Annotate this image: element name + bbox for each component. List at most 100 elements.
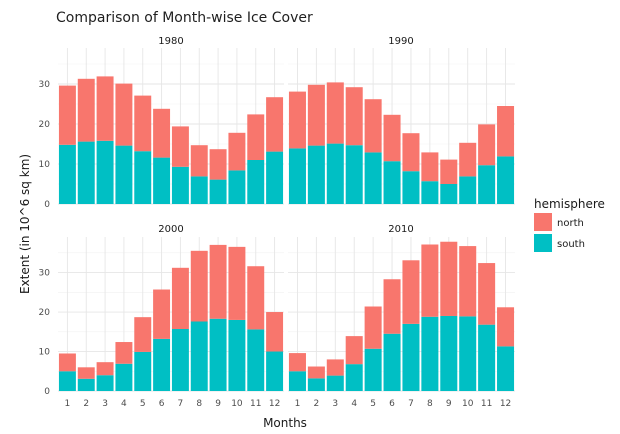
x-tick-label: 12 xyxy=(500,399,511,409)
legend-key-north xyxy=(534,213,552,231)
bar-north-2000-10 xyxy=(228,246,246,320)
x-tick-label: 10 xyxy=(231,399,243,409)
x-tick-label: 2 xyxy=(83,399,89,409)
bar-north-2000-2 xyxy=(77,367,95,379)
bar-south-1990-9 xyxy=(440,184,458,204)
bar-south-1990-12 xyxy=(497,156,515,204)
x-tick-label: 9 xyxy=(215,399,221,409)
bar-north-1990-5 xyxy=(364,99,382,153)
bar-south-1980-12 xyxy=(266,151,284,204)
bar-south-1980-2 xyxy=(77,141,95,204)
bar-south-2000-7 xyxy=(171,329,189,391)
bar-south-2000-6 xyxy=(153,338,171,391)
panel-background xyxy=(58,48,284,204)
bar-north-2010-6 xyxy=(383,279,401,334)
bar-south-2000-12 xyxy=(266,351,284,391)
bar-north-1990-9 xyxy=(440,159,458,184)
bar-south-2010-2 xyxy=(307,378,325,391)
bar-south-2010-5 xyxy=(364,348,382,391)
bar-south-1980-7 xyxy=(171,166,189,204)
bar-north-2010-8 xyxy=(421,244,439,317)
bar-south-1990-2 xyxy=(307,145,325,204)
bar-north-1980-3 xyxy=(96,76,114,141)
bar-south-2000-3 xyxy=(96,375,114,391)
y-tick-label: 30 xyxy=(39,269,51,279)
bar-north-1990-4 xyxy=(345,87,363,146)
x-tick-label: 7 xyxy=(178,399,184,409)
bar-south-2010-4 xyxy=(345,364,363,391)
legend-key-south xyxy=(534,234,552,252)
y-tick-label: 20 xyxy=(39,120,51,130)
bar-north-2010-4 xyxy=(345,336,363,365)
bar-north-1980-4 xyxy=(115,83,133,146)
x-tick-label: 11 xyxy=(481,399,492,409)
bar-north-1990-3 xyxy=(326,82,344,144)
bar-north-2000-9 xyxy=(209,244,227,319)
bar-north-1990-12 xyxy=(497,106,515,157)
bar-south-2000-11 xyxy=(247,329,265,391)
bar-north-1990-10 xyxy=(459,142,477,177)
x-tick-label: 7 xyxy=(408,399,414,409)
bar-north-2010-1 xyxy=(288,353,306,372)
bar-north-2000-7 xyxy=(171,267,189,330)
bar-south-1980-6 xyxy=(153,157,171,204)
bar-south-1980-9 xyxy=(209,179,227,204)
x-tick-label: 2 xyxy=(314,399,320,409)
bar-north-1990-6 xyxy=(383,114,401,162)
bar-north-2000-12 xyxy=(266,312,284,352)
bar-north-2010-2 xyxy=(307,366,325,379)
bar-south-1990-7 xyxy=(402,171,420,204)
bar-south-2010-3 xyxy=(326,375,344,391)
bar-north-2000-1 xyxy=(58,353,76,372)
bar-north-1980-2 xyxy=(77,78,95,142)
legend-label-north: north xyxy=(557,218,584,229)
bar-north-1980-12 xyxy=(266,97,284,152)
legend-label-south: south xyxy=(557,239,585,250)
x-tick-label: 3 xyxy=(332,399,338,409)
x-tick-label: 4 xyxy=(351,399,357,409)
bar-north-1980-11 xyxy=(247,114,265,160)
x-tick-label: 6 xyxy=(159,399,165,409)
bar-south-2000-1 xyxy=(58,371,76,391)
bar-south-1990-4 xyxy=(345,145,363,204)
bar-south-2010-9 xyxy=(440,315,458,391)
bar-south-1990-11 xyxy=(478,165,496,204)
x-tick-label: 6 xyxy=(389,399,395,409)
y-tick-label: 10 xyxy=(39,160,51,170)
x-tick-label: 1 xyxy=(65,399,71,409)
bar-south-2010-10 xyxy=(459,316,477,391)
y-tick-label: 30 xyxy=(39,80,51,90)
x-axis-title: Months xyxy=(263,416,307,430)
bar-south-2010-8 xyxy=(421,316,439,391)
panel-background xyxy=(288,48,515,204)
bar-north-2000-8 xyxy=(190,250,208,322)
x-tick-label: 1 xyxy=(295,399,301,409)
facet-panel-1990: 1990 xyxy=(288,36,515,205)
panel-background xyxy=(58,237,284,391)
bar-south-1990-6 xyxy=(383,161,401,204)
bar-north-2000-3 xyxy=(96,362,114,376)
facet-strip-label: 1980 xyxy=(158,36,183,47)
bar-south-1990-10 xyxy=(459,176,477,204)
x-tick-label: 5 xyxy=(140,399,146,409)
bar-north-1980-7 xyxy=(171,126,189,167)
bar-south-1990-3 xyxy=(326,143,344,204)
bar-south-1980-5 xyxy=(134,151,152,204)
bar-south-1980-3 xyxy=(96,140,114,204)
bar-north-2010-11 xyxy=(478,263,496,325)
bar-north-2010-12 xyxy=(497,307,515,347)
bar-north-1980-5 xyxy=(134,95,152,152)
bar-north-2010-7 xyxy=(402,260,420,324)
bar-north-2010-9 xyxy=(440,241,458,316)
bar-north-1990-8 xyxy=(421,152,439,182)
bar-north-2000-4 xyxy=(115,342,133,364)
bar-south-2010-12 xyxy=(497,346,515,391)
bar-south-2000-8 xyxy=(190,321,208,391)
bar-north-1980-6 xyxy=(153,108,171,158)
bar-south-2000-5 xyxy=(134,351,152,391)
bar-north-1980-10 xyxy=(228,132,246,171)
